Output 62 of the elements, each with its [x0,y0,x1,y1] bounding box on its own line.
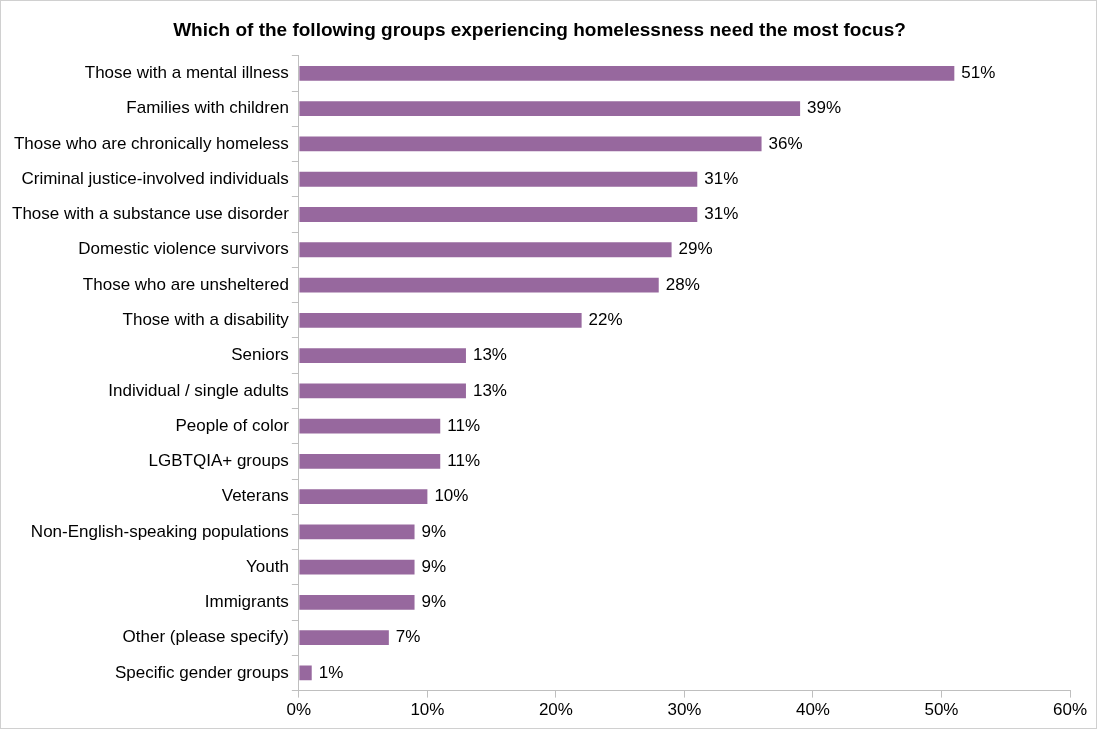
y-tick-label: Families with children [126,98,289,118]
data-label: 28% [665,274,700,294]
data-label: 29% [678,239,713,259]
y-tick-label: Youth [246,556,289,576]
y-tick-label: Those with a mental illness [84,63,289,83]
x-tick-label: 60% [1052,700,1088,720]
chart-title: Which of the following groups experiencing homelessness need the most focus? [173,18,906,40]
data-label: 1% [318,662,344,682]
x-tick-label: 0% [286,700,312,720]
x-tick-label: 30% [667,700,702,720]
data-label: 9% [421,592,447,612]
y-tick-label: People of color [175,415,290,435]
data-label: 9% [421,521,447,541]
bar [299,453,441,469]
bar [299,665,312,681]
data-label: 13% [472,345,507,365]
y-tick-label: Immigrants [204,592,289,612]
bar [299,277,659,293]
bar [299,348,466,363]
x-tick-label: 20% [538,700,573,720]
bar [299,383,466,399]
y-tick-label: Those with a substance use disorder [12,204,290,224]
data-label: 9% [421,556,447,576]
bar [299,171,698,187]
data-label: 10% [434,486,469,506]
bar [299,595,415,610]
data-label: 39% [807,98,842,118]
y-tick-label: Individual / single adults [108,380,289,400]
bar [299,207,698,222]
bar [299,136,762,152]
y-tick-label: Non-English-speaking populations [30,521,289,541]
bar [299,524,415,540]
y-tick-label: Domestic violence survivors [78,239,289,259]
data-label: 31% [704,168,739,188]
bar [299,312,582,328]
y-tick-label: Veterans [221,486,289,506]
y-tick-label: Criminal justice-involved individuals [21,168,289,188]
bar [299,559,415,575]
x-tick-label: 50% [924,700,959,720]
bar [299,489,428,505]
y-tick-label: Those with a disability [122,309,290,329]
data-label: 36% [768,133,803,153]
data-label: 11% [447,415,481,435]
x-tick-label: 40% [795,700,830,720]
data-label: 31% [704,204,739,224]
y-tick-label: Those who are chronically homeless [13,133,289,153]
bar [299,242,672,258]
bar [299,630,389,646]
y-tick-label: Seniors [231,345,289,365]
bar [299,418,441,434]
y-tick-label: Specific gender groups [114,662,289,682]
data-label: 13% [472,380,507,400]
y-tick-label: LGBTQIA+ groups [148,451,289,471]
data-label: 22% [588,309,623,329]
data-label: 11% [447,451,481,471]
y-tick-label: Other (please specify) [122,627,289,647]
data-label: 51% [961,63,996,83]
data-label: 7% [395,627,421,647]
x-tick-label: 10% [410,700,445,720]
y-tick-label: Those who are unsheltered [82,274,289,294]
bar [299,101,801,117]
bar [299,66,955,81]
